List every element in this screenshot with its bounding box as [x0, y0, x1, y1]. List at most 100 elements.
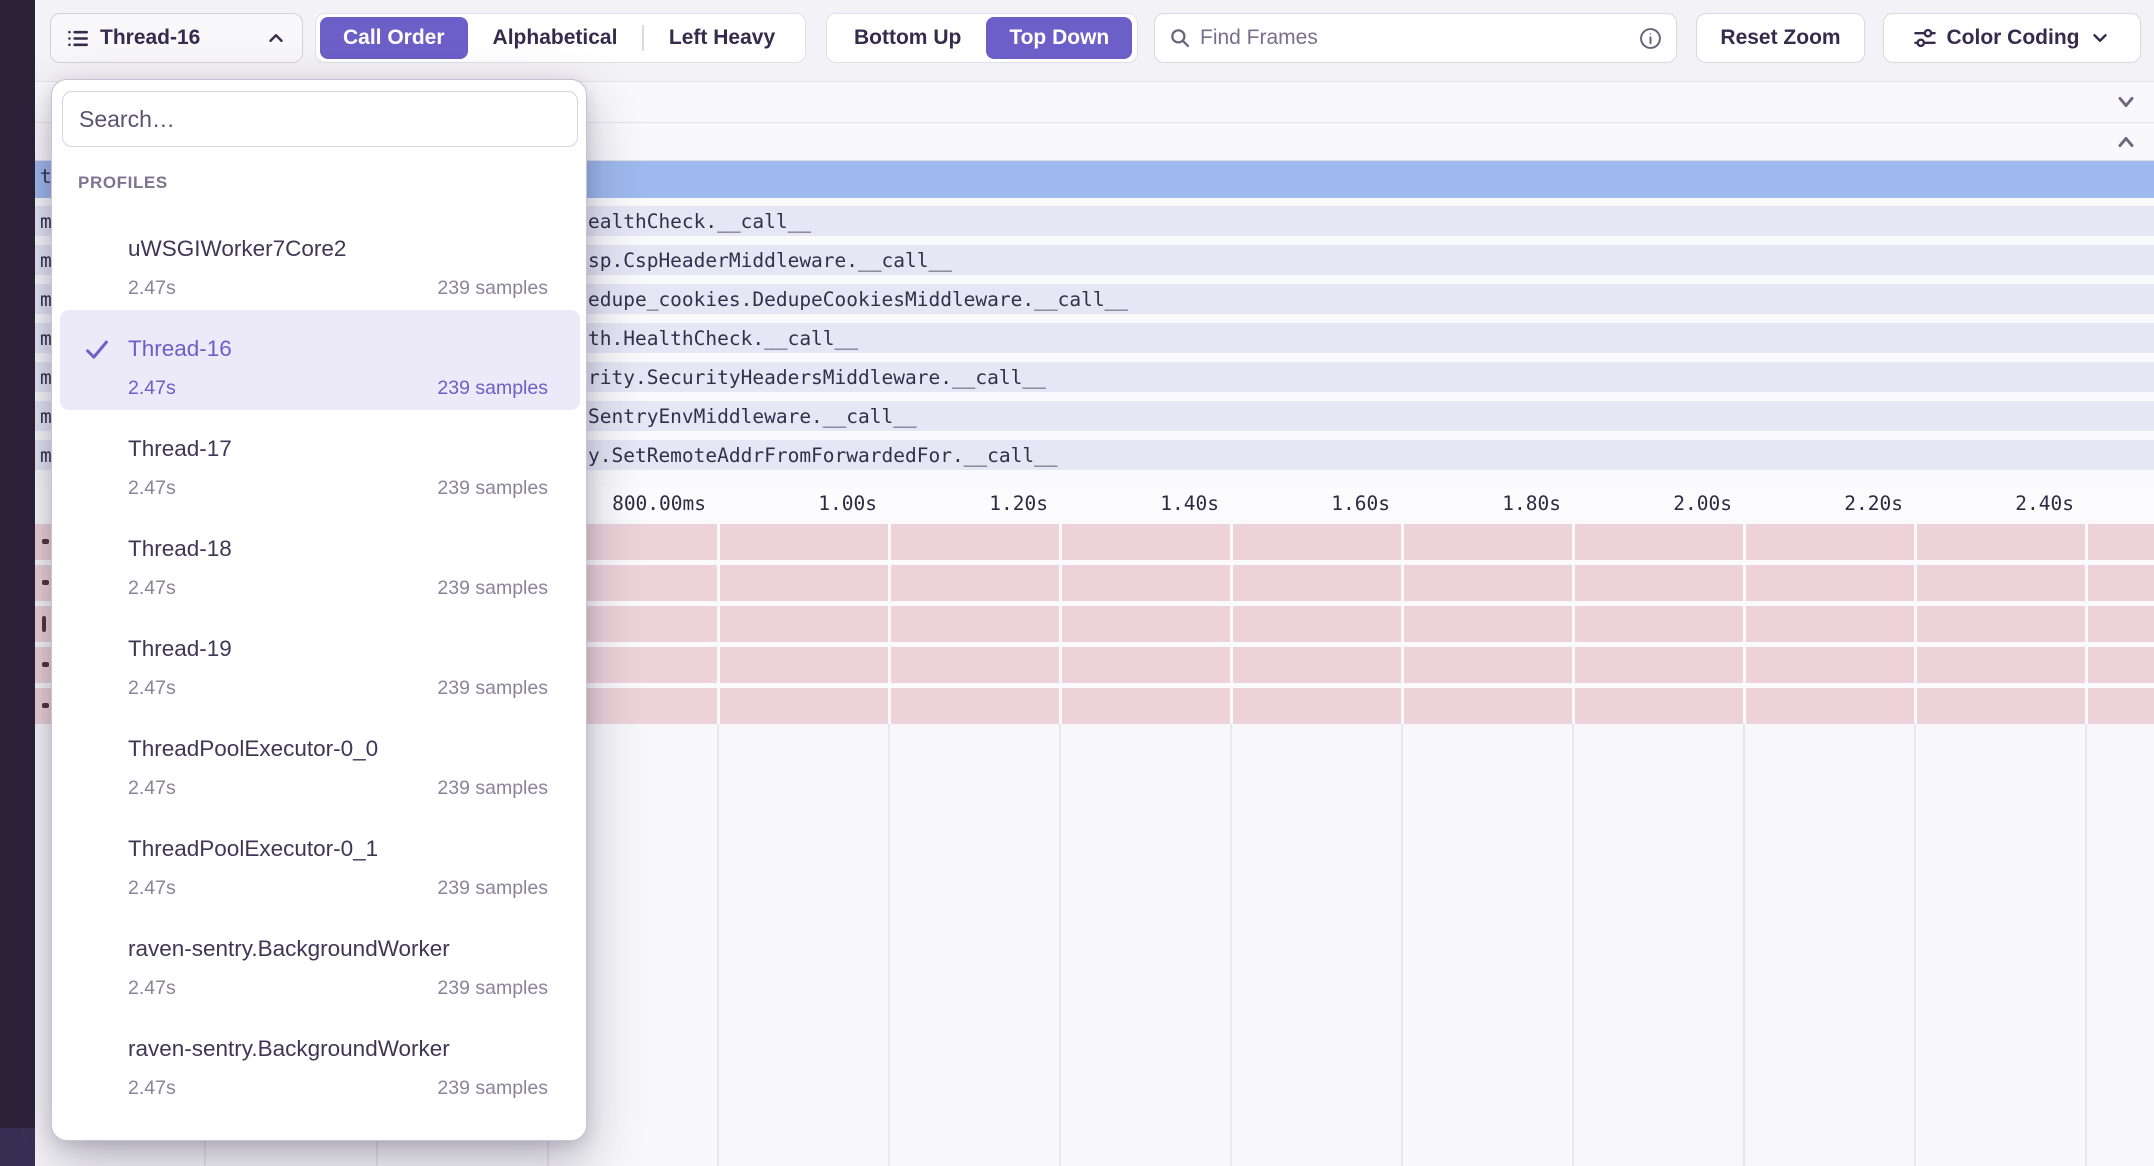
profile-name: uWSGIWorker7Core2: [128, 236, 347, 261]
flame-frame-label: ealthCheck.__call__: [588, 210, 812, 233]
gridline: [1059, 724, 1061, 1166]
flame-frame-label: th.HealthCheck.__call__: [588, 327, 859, 350]
gridline: [1914, 724, 1916, 1166]
gridline: [1401, 724, 1403, 1166]
gridline: [717, 724, 719, 1166]
axis-tick-label: 800.00ms: [612, 492, 706, 515]
profile-name: ThreadPoolExecutor-0_1: [128, 836, 379, 861]
flame-frame-fragment: m: [40, 405, 52, 428]
chevron-down-icon[interactable]: [2114, 90, 2138, 114]
profile-samples: 239 samples: [437, 477, 548, 499]
thread-selector-button[interactable]: Thread-16: [50, 13, 303, 63]
clipped-frame-fragment: [42, 662, 49, 667]
flame-frame-label: sp.CspHeaderMiddleware.__call__: [588, 249, 952, 272]
flame-frame-fragment: m: [40, 366, 52, 389]
sort-order-segmented-control: Call Order Alphabetical Left Heavy: [315, 13, 806, 63]
chevron-up-icon: [265, 27, 287, 49]
app-sidebar-rail: [0, 0, 35, 1166]
axis-tick-label: 1.60s: [1331, 492, 1390, 515]
profile-option[interactable]: Thread-18 2.47s 239 samples: [60, 510, 580, 610]
flamegraph-toolbar: Thread-16 Call Order Alphabetical Left H…: [0, 0, 2154, 81]
profile-duration: 2.47s: [128, 877, 176, 899]
segment-alphabetical[interactable]: Alphabetical: [492, 26, 618, 49]
gridline: [1572, 724, 1574, 1166]
profile-duration: 2.47s: [128, 377, 176, 399]
color-coding-label: Color Coding: [1946, 26, 2080, 49]
check-icon: [82, 334, 112, 364]
chevron-down-icon: [2089, 27, 2111, 49]
info-icon[interactable]: [1639, 27, 1662, 50]
clipped-frame-fragment: [42, 703, 49, 708]
axis-tick-label: 2.00s: [1673, 492, 1732, 515]
profile-samples: 239 samples: [437, 377, 548, 399]
find-frames-input[interactable]: [1200, 26, 1630, 50]
profile-name: Thread-18: [128, 536, 232, 561]
gridline: [1230, 724, 1232, 1166]
profile-option[interactable]: ThreadPoolExecutor-0_1 2.47s 239 samples: [60, 810, 580, 910]
axis-tick-label: 2.40s: [2015, 492, 2074, 515]
search-icon: [1169, 27, 1191, 49]
profile-samples: 239 samples: [437, 1077, 548, 1099]
profile-name: raven-sentry.BackgroundWorker: [128, 1036, 450, 1061]
profile-option-selected[interactable]: Thread-16 2.47s 239 samples: [60, 310, 580, 410]
profile-samples: 239 samples: [437, 677, 548, 699]
flame-frame-label: SentryEnvMiddleware.__call__: [588, 405, 917, 428]
flame-frame-fragment: m: [40, 210, 52, 233]
axis-tick-label: 1.00s: [818, 492, 877, 515]
gridline: [2085, 724, 2087, 1166]
clipped-frame-fragment: [42, 580, 49, 585]
chevron-up-icon[interactable]: [2114, 130, 2138, 154]
gridline: [1572, 520, 1575, 724]
segment-bottom-up[interactable]: Bottom Up: [854, 26, 962, 49]
gridline: [2085, 520, 2088, 724]
flame-frame-label: rity.SecurityHeadersMiddleware.__call__: [588, 366, 1046, 389]
segment-call-order[interactable]: Call Order: [320, 17, 468, 59]
axis-tick-label: 1.80s: [1502, 492, 1561, 515]
profile-name: Thread-19: [128, 636, 232, 661]
clipped-frame-fragment: [42, 539, 49, 544]
profile-name: Thread-16: [128, 336, 232, 361]
reset-zoom-label: Reset Zoom: [1720, 26, 1841, 49]
profile-option[interactable]: Thread-17 2.47s 239 samples: [60, 410, 580, 510]
profile-samples: 239 samples: [437, 977, 548, 999]
profile-duration: 2.47s: [128, 777, 176, 799]
profile-name: raven-sentry.BackgroundWorker: [128, 936, 450, 961]
reset-zoom-button[interactable]: Reset Zoom: [1696, 13, 1865, 63]
profile-samples: 239 samples: [437, 777, 548, 799]
gridline: [1743, 520, 1746, 724]
gridline: [717, 520, 720, 724]
profile-duration: 2.47s: [128, 1077, 176, 1099]
segment-top-down[interactable]: Top Down: [986, 17, 1133, 59]
profile-duration: 2.47s: [128, 977, 176, 999]
gridline: [1059, 520, 1062, 724]
profile-duration: 2.47s: [128, 677, 176, 699]
flame-frame-fragment: m: [40, 444, 52, 467]
profiles-section-label: PROFILES: [78, 173, 168, 192]
gridline: [1914, 520, 1917, 724]
sliders-icon: [1913, 26, 1937, 50]
profile-samples: 239 samples: [437, 277, 548, 299]
axis-tick-label: 1.40s: [1160, 492, 1219, 515]
sidebar-rail-footer: [0, 1128, 35, 1166]
flame-frame-label: y.SetRemoteAddrFromForwardedFor.__call__: [588, 444, 1058, 467]
profile-option[interactable]: ThreadPoolExecutor-0_0 2.47s 239 samples: [60, 710, 580, 810]
color-coding-button[interactable]: Color Coding: [1883, 13, 2141, 63]
thread-selector-dropdown: PROFILES uWSGIWorker7Core2 2.47s 239 sam…: [51, 79, 587, 1141]
profile-option[interactable]: Thread-19 2.47s 239 samples: [60, 610, 580, 710]
gridline: [888, 724, 890, 1166]
segment-left-heavy[interactable]: Left Heavy: [668, 26, 776, 49]
profile-option[interactable]: raven-sentry.BackgroundWorker 2.47s 239 …: [60, 1010, 580, 1110]
profile-name: ThreadPoolExecutor-0_0: [128, 736, 379, 761]
gridline: [888, 520, 891, 724]
flame-frame-fragment: m: [40, 327, 52, 350]
find-frames-searchbox: [1154, 13, 1677, 63]
thread-selector-label: Thread-16: [100, 26, 201, 49]
profiles-search-input[interactable]: [62, 91, 578, 147]
profile-duration: 2.47s: [128, 477, 176, 499]
profile-duration: 2.47s: [128, 577, 176, 599]
profile-option[interactable]: uWSGIWorker7Core2 2.47s 239 samples: [60, 210, 580, 310]
profile-option[interactable]: raven-sentry.BackgroundWorker 2.47s 239 …: [60, 910, 580, 1010]
profile-samples: 239 samples: [437, 577, 548, 599]
clipped-frame-fragment: [42, 616, 46, 632]
